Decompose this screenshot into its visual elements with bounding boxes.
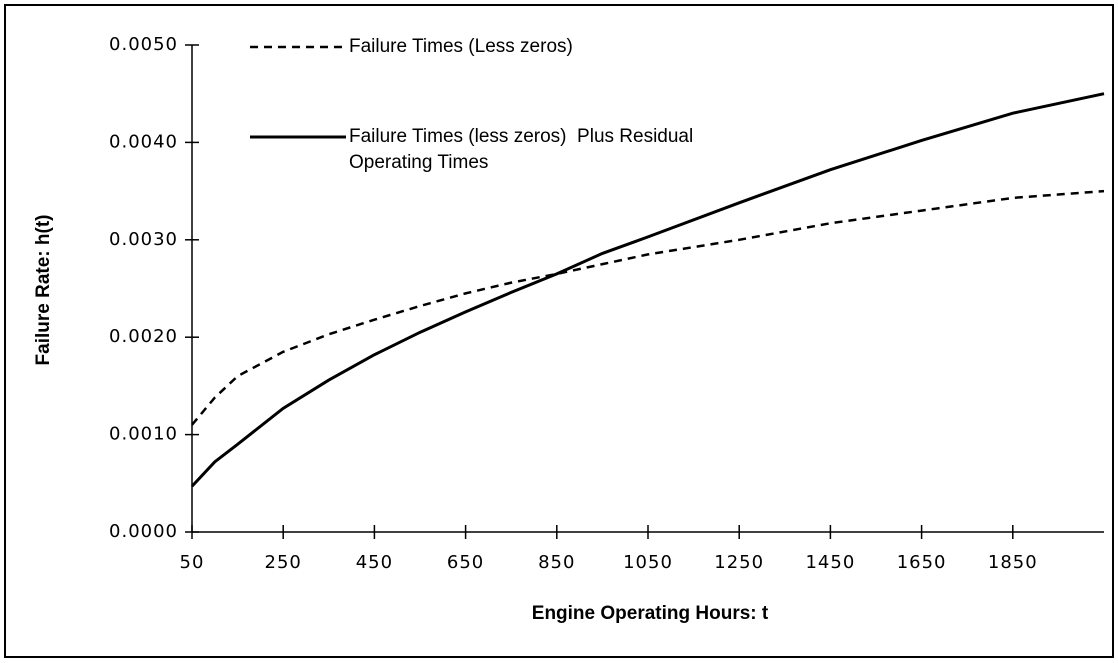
y-tick-label: 0.0050 — [109, 34, 178, 55]
legend-label: Failure Times (Less zeros) — [349, 36, 573, 57]
x-axis-title: Engine Operating Hours: t — [532, 603, 769, 624]
y-axis-title: Failure Rate: h(t) — [33, 215, 54, 366]
x-tick-label: 850 — [538, 552, 575, 573]
line — [191, 189, 1105, 426]
legend-label: Failure Times (less zeros) Plus Residual… — [349, 126, 699, 173]
x-tick-label: 250 — [265, 552, 302, 573]
x-tick-label: 450 — [356, 552, 393, 573]
x-tick-label: 650 — [447, 552, 484, 573]
line — [190, 92, 1105, 488]
x-tick-label: 1450 — [805, 552, 855, 573]
y-tick-label: 0.0010 — [109, 424, 178, 445]
x-tick-label: 1250 — [714, 552, 764, 573]
y-tick-label: 0.0020 — [109, 326, 178, 347]
x-tick-label: 1650 — [897, 552, 947, 573]
y-tick-label: 0.0000 — [109, 521, 178, 542]
x-tick-label: 1050 — [623, 552, 673, 573]
y-tick-label: 0.0030 — [109, 229, 178, 250]
x-tick-label: 1850 — [988, 552, 1038, 573]
x-tick-label: 50 — [180, 552, 205, 573]
frame — [4, 4, 1114, 658]
y-tick-label: 0.0040 — [109, 131, 178, 152]
